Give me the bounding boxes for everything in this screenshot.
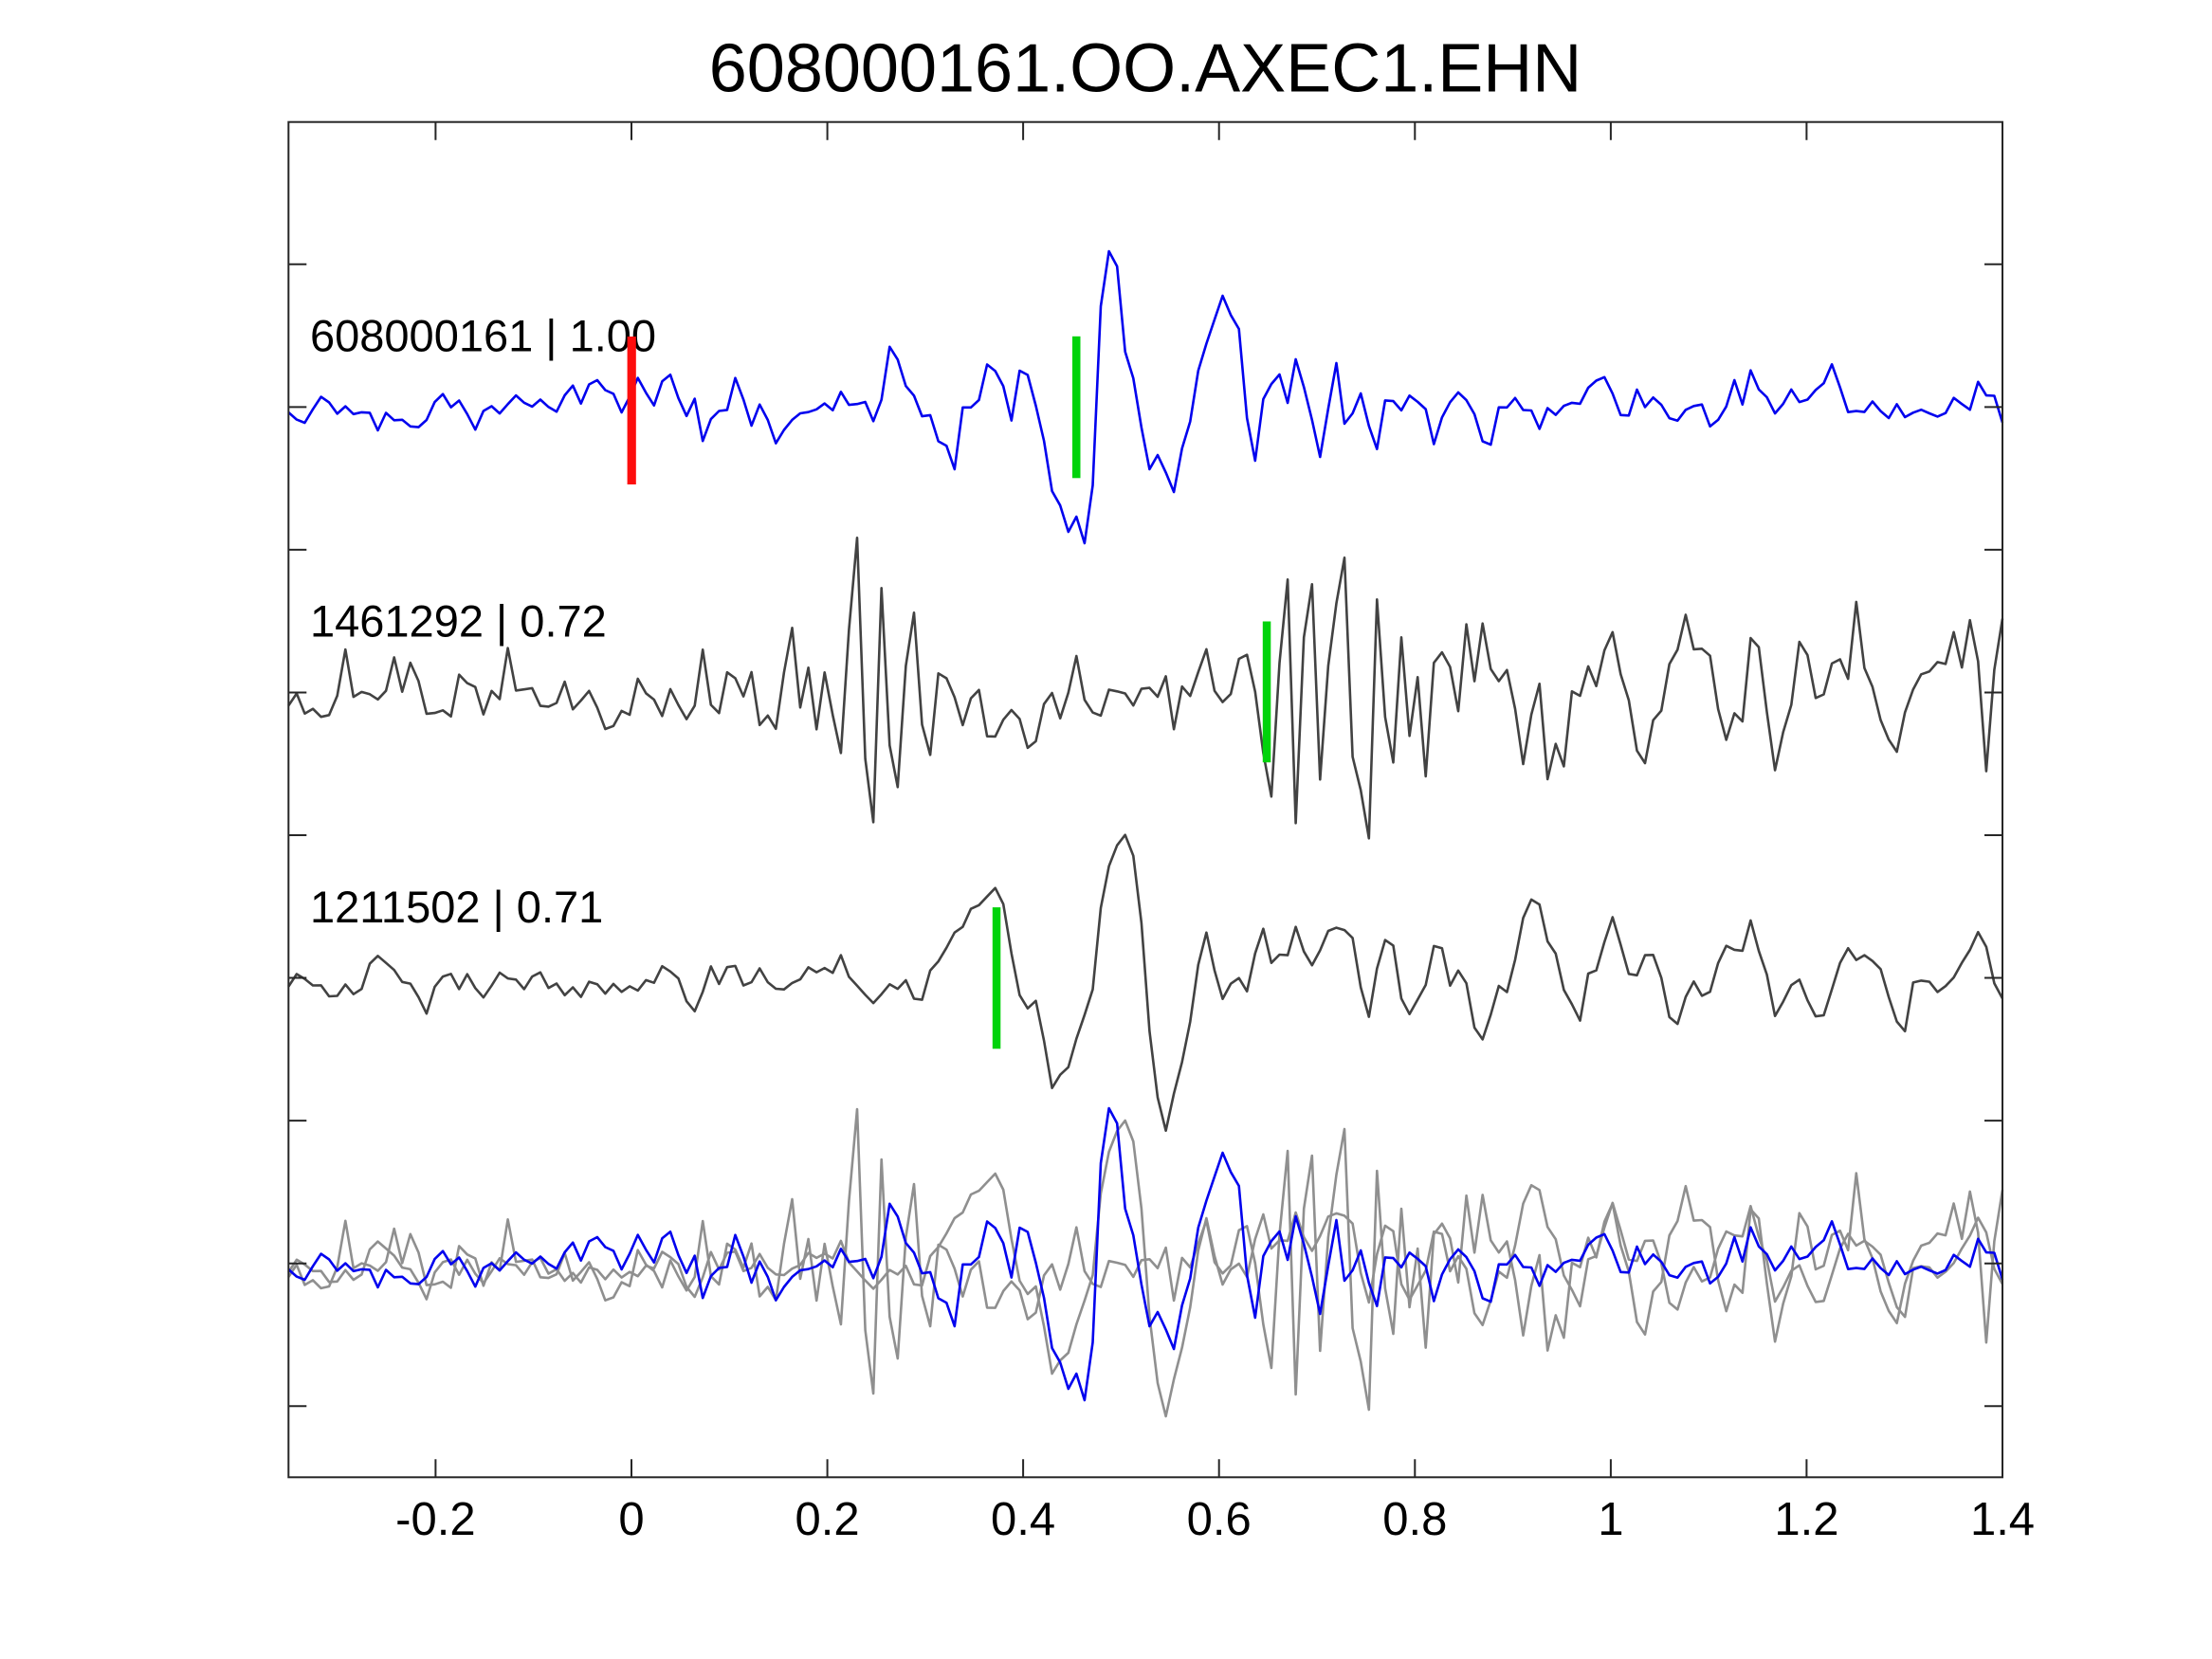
svg-text:608000161 | 1.00: 608000161 | 1.00	[310, 311, 656, 361]
svg-text:1: 1	[1598, 1494, 1623, 1545]
svg-text:-0.2: -0.2	[395, 1494, 475, 1545]
svg-text:1461292 | 0.72: 1461292 | 0.72	[310, 596, 607, 647]
svg-text:0.2: 0.2	[795, 1494, 860, 1545]
svg-text:0: 0	[618, 1494, 644, 1545]
svg-text:1.4: 1.4	[1970, 1494, 2035, 1545]
svg-text:0.8: 0.8	[1382, 1494, 1447, 1545]
svg-text:1.2: 1.2	[1774, 1494, 1838, 1545]
svg-text:608000161.OO.AXEC1.EHN: 608000161.OO.AXEC1.EHN	[709, 31, 1582, 107]
svg-text:0.6: 0.6	[1187, 1494, 1252, 1545]
svg-text:0.4: 0.4	[991, 1494, 1055, 1545]
svg-text:1211502 | 0.71: 1211502 | 0.71	[310, 882, 603, 932]
